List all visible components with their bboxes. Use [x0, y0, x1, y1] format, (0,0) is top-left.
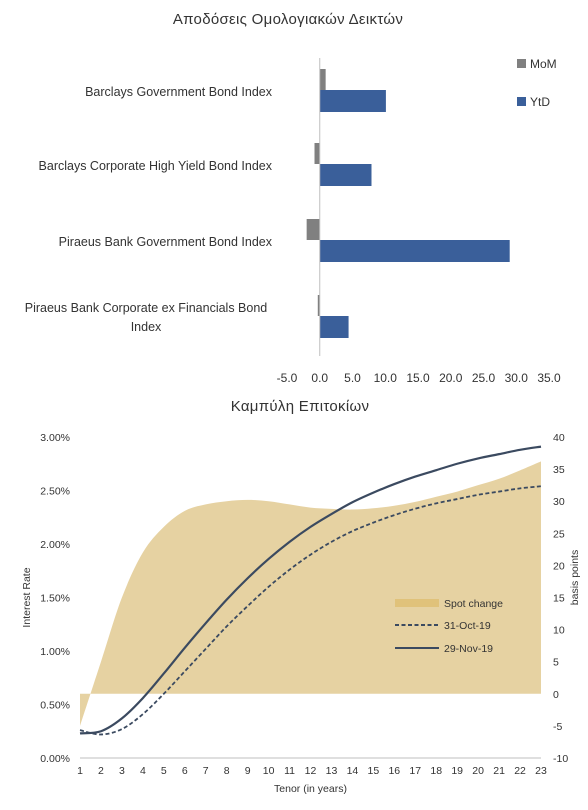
spot-change-area [80, 461, 541, 726]
category-label: Barclays Corporate High Yield Bond Index [39, 159, 273, 173]
legend-swatch-mom [517, 59, 526, 68]
x-tick-label: 7 [203, 765, 209, 777]
y2-tick-label: 15 [553, 593, 565, 605]
x-tick-label: 6 [182, 765, 188, 777]
series-line-31-oct-19 [79, 485, 542, 736]
bond-index-returns-chart: Αποδόσεις Ομολογιακών Δεικτών Barclays G… [25, 11, 561, 385]
x-tick-label: 18 [430, 765, 442, 777]
x-tick-label: -5.0 [277, 371, 298, 385]
legend-label-29-nov-19: 29-Nov-19 [444, 643, 493, 655]
x-tick-label: 3 [119, 765, 125, 777]
x-tick-label: 10 [263, 765, 275, 777]
y-tick-label: 1.00% [40, 646, 70, 658]
x-tick-label: 14 [347, 765, 359, 777]
legend-label-ytd: YtD [530, 95, 550, 109]
series-line-29-nov-19 [79, 445, 542, 735]
y2-tick-label: 30 [553, 496, 565, 508]
y2-tick-label: -10 [553, 753, 568, 765]
bar-ytd [319, 90, 386, 112]
category-label: Piraeus Bank Corporate ex Financials Bon… [25, 301, 268, 334]
x-tick-label: 20 [472, 765, 484, 777]
x-tick-label: 13 [326, 765, 338, 777]
y2-tick-label: -5 [553, 721, 562, 733]
y2-axis-label: basis points [569, 550, 581, 605]
x-tick-label: 12 [305, 765, 317, 777]
category-label: Piraeus Bank Government Bond Index [59, 235, 273, 249]
x-tick-label: 1 [77, 765, 83, 777]
yield-curve-chart: Καμπύλη Επιτοκίων 1 2 3 4 5 6 7 8 9 10 11 12 13 14 15 1… [21, 398, 581, 795]
bar-ytd [319, 164, 372, 186]
x-tick-label: 9 [245, 765, 251, 777]
y-tick-label: 0.50% [40, 700, 70, 712]
x-tick-label: 30.0 [505, 371, 529, 385]
chart1-title: Αποδόσεις Ομολογιακών Δεικτών [173, 11, 403, 28]
x-tick-label: 15 [368, 765, 380, 777]
x-tick-label: 0.0 [311, 371, 328, 385]
y2-tick-label: 35 [553, 464, 565, 476]
bar-mom [306, 219, 320, 240]
bar-mom [317, 295, 320, 316]
y2-tick-label: 10 [553, 625, 565, 637]
x-tick-label: 25.0 [472, 371, 496, 385]
x-tick-label: 2 [98, 765, 104, 777]
legend-swatch-ytd [517, 97, 526, 106]
y2-tick-label: 20 [553, 560, 565, 572]
x-tick-label: 19 [451, 765, 463, 777]
y-tick-label: 1.50% [40, 593, 70, 605]
y2-tick-label: 25 [553, 528, 565, 540]
legend-label-mom: MoM [530, 57, 557, 71]
category-label: Barclays Government Bond Index [85, 85, 273, 99]
x-axis-label: Tenor (in years) [274, 783, 347, 795]
x-tick-label: 21 [493, 765, 505, 777]
x-tick-label: 10.0 [374, 371, 398, 385]
x-tick-label: 20.0 [439, 371, 463, 385]
y2-tick-label: 40 [553, 432, 565, 444]
x-tick-label: 5 [161, 765, 167, 777]
y-tick-label: 3.00% [40, 432, 70, 444]
x-tick-label: 11 [284, 765, 295, 777]
x-tick-label: 22 [514, 765, 526, 777]
x-tick-label: 15.0 [406, 371, 430, 385]
bar-mom [314, 143, 320, 164]
x-tick-label: 16 [388, 765, 400, 777]
bar-ytd [319, 316, 349, 338]
x-tick-label: 8 [224, 765, 230, 777]
x-tick-label: 5.0 [344, 371, 361, 385]
y-tick-label: 2.50% [40, 486, 70, 498]
chart2-title: Καμπύλη Επιτοκίων [231, 398, 370, 415]
x-tick-label: 17 [409, 765, 421, 777]
legend-swatch-spot-change [395, 599, 439, 607]
y2-tick-label: 0 [553, 689, 559, 701]
x-tick-label: 4 [140, 765, 146, 777]
bar-mom [319, 69, 326, 90]
y2-tick-label: 5 [553, 657, 559, 669]
legend-label-spot-change: Spot change [444, 598, 503, 610]
bar-ytd [319, 240, 510, 262]
y-tick-label: 0.00% [40, 753, 70, 765]
x-tick-label: 23 [535, 765, 547, 777]
x-tick-label: 35.0 [537, 371, 561, 385]
legend-label-31-oct-19: 31-Oct-19 [444, 620, 491, 632]
y-axis-label: Interest Rate [21, 567, 33, 627]
y-tick-label: 2.00% [40, 539, 70, 551]
